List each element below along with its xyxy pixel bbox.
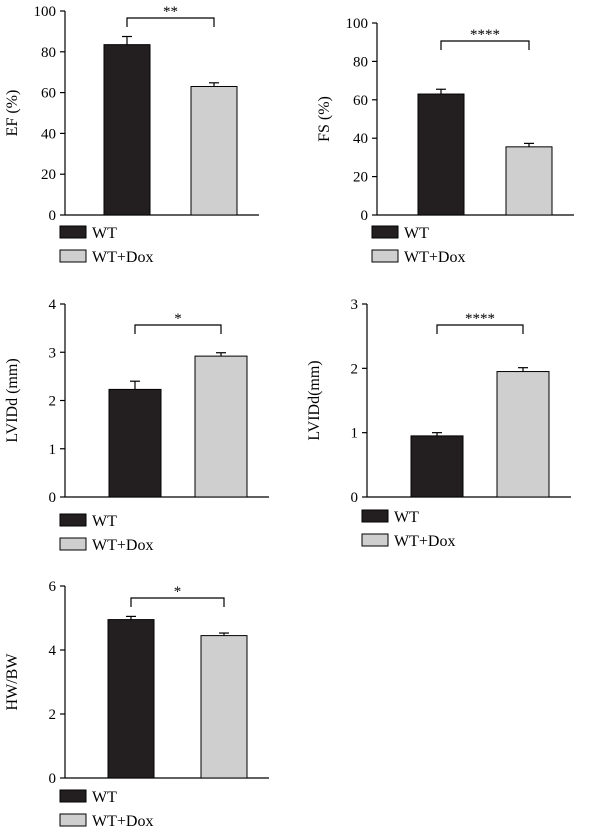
y-tick-label: 6 (49, 579, 57, 595)
y-tick-label: 100 (346, 16, 369, 32)
legend-swatch-wt-dox (371, 249, 399, 263)
y-tick-label: 100 (34, 4, 57, 20)
legend-label: WT+Dox (394, 533, 455, 550)
y-tick-label: 4 (49, 297, 57, 313)
chart-panel-1: 0 20 40 60 80 100 EF (%) ** WT WT+Dox (4, 4, 259, 266)
significance-label: **** (465, 311, 495, 327)
significance-label: * (174, 584, 182, 600)
bar-wt (417, 93, 465, 216)
y-tick-label: 0 (49, 208, 57, 224)
chart-panel-2: 0 20 40 60 80 100 FS (%) **** WT WT+Dox (316, 16, 574, 266)
chart-panel-4: 0 1 2 3 LVIDd(mm) **** WT WT+Dox (306, 297, 571, 550)
y-tick-label: 2 (351, 361, 359, 377)
legend-swatch-wt (59, 789, 87, 803)
legend-swatch-wt (59, 513, 87, 527)
chart-panel-5: 0 2 4 6 HW/BW * WT WT+Dox (4, 579, 269, 830)
legend-swatch-wt-dox (59, 249, 87, 263)
y-axis-label: HW/BW (4, 653, 21, 711)
legend-swatch-wt-dox (59, 813, 87, 827)
y-axis-label: LVIDd (mm) (4, 358, 21, 442)
bar-wt-dox (190, 85, 238, 216)
significance-bracket (436, 324, 524, 334)
legend-label: WT+Dox (92, 537, 153, 554)
y-tick-label: 3 (49, 345, 57, 361)
y-axis-label: LVIDd(mm) (306, 360, 323, 440)
y-tick-label: 40 (353, 131, 368, 147)
legend-swatch-wt-dox (59, 537, 87, 551)
y-tick-label: 0 (351, 490, 359, 506)
y-tick-label: 1 (49, 442, 57, 458)
legend-label: WT+Dox (92, 813, 153, 830)
bar-wt-dox (200, 635, 248, 779)
significance-bracket (134, 324, 222, 334)
bar-wt (107, 619, 155, 779)
y-tick-label: 1 (351, 426, 359, 442)
bar-wt-dox (194, 355, 248, 498)
legend-label: WT+Dox (404, 249, 465, 266)
y-tick-label: 4 (49, 643, 57, 659)
y-tick-label: 80 (41, 45, 56, 61)
legend-label: WT (404, 225, 429, 242)
y-tick-label: 0 (49, 490, 57, 506)
y-tick-label: 80 (353, 54, 368, 70)
y-tick-label: 20 (41, 167, 56, 183)
bar-wt (410, 435, 464, 498)
y-axis-label: FS (%) (316, 96, 333, 142)
legend-swatch-wt (59, 225, 87, 239)
y-tick-label: 40 (41, 126, 56, 142)
significance-bracket (126, 17, 215, 27)
legend-label: WT (92, 789, 117, 806)
chart-panel-3: 0 1 2 3 4 LVIDd (mm) * WT WT+Dox (4, 297, 269, 554)
legend-swatch-wt (361, 509, 389, 523)
y-tick-label: 2 (49, 707, 57, 723)
bar-wt-dox (496, 371, 550, 498)
bar-wt-dox (505, 146, 553, 216)
significance-bracket (440, 40, 530, 50)
significance-label: **** (470, 27, 500, 43)
significance-label: ** (163, 4, 178, 20)
legend-swatch-wt (371, 225, 399, 239)
legend-label: WT+Dox (92, 249, 153, 266)
legend-swatch-wt-dox (361, 533, 389, 547)
significance-bracket (130, 597, 225, 607)
bar-wt (108, 388, 162, 498)
legend-label: WT (92, 513, 117, 530)
y-tick-label: 60 (353, 93, 368, 109)
significance-label: * (174, 311, 182, 327)
y-tick-label: 0 (361, 208, 369, 224)
bar-wt (103, 44, 151, 216)
legend-label: WT (394, 509, 419, 526)
y-tick-label: 2 (49, 394, 57, 410)
y-tick-label: 60 (41, 86, 56, 102)
legend-label: WT (92, 225, 117, 242)
y-tick-label: 20 (353, 170, 368, 186)
y-tick-label: 0 (49, 771, 57, 787)
y-axis-label: EF (%) (4, 90, 21, 137)
y-tick-label: 3 (351, 297, 359, 313)
